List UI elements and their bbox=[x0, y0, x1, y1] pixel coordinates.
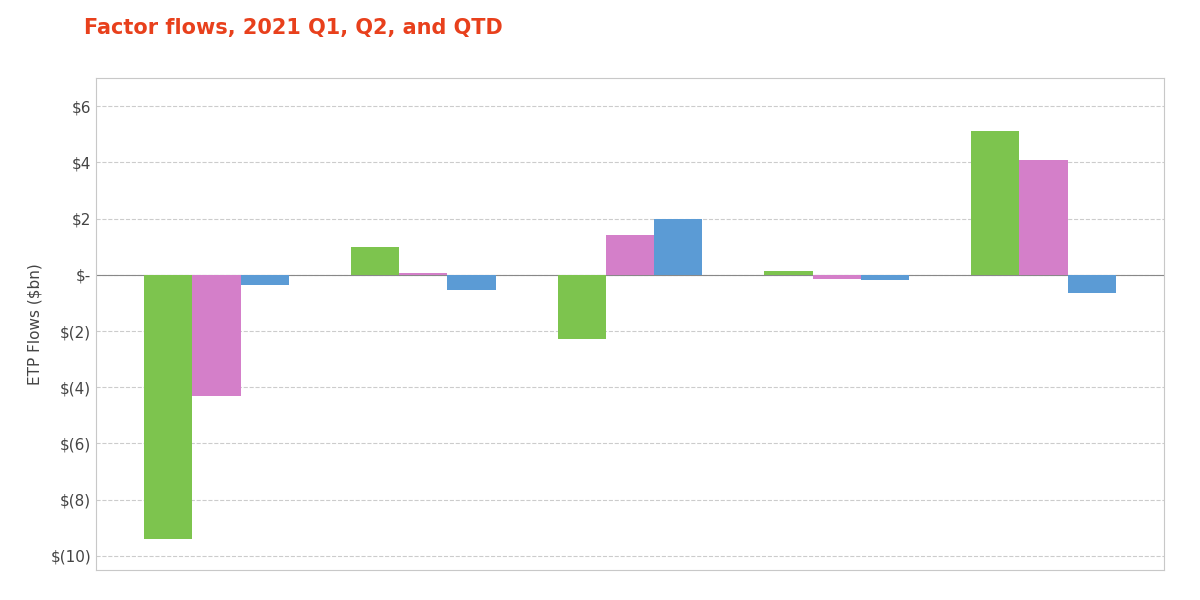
Bar bbox=[860, 275, 910, 280]
Bar bbox=[1068, 275, 1116, 293]
Y-axis label: ETP Flows ($bn): ETP Flows ($bn) bbox=[28, 263, 42, 385]
Bar bbox=[654, 218, 702, 275]
Bar bbox=[812, 275, 860, 279]
Bar bbox=[400, 274, 448, 275]
Bar bbox=[606, 235, 654, 275]
Bar bbox=[192, 275, 241, 395]
Bar bbox=[241, 275, 289, 284]
Bar bbox=[764, 271, 812, 275]
Bar bbox=[1019, 160, 1068, 275]
Bar bbox=[558, 275, 606, 340]
Bar bbox=[971, 131, 1019, 275]
Text: Factor flows, 2021 Q1, Q2, and QTD: Factor flows, 2021 Q1, Q2, and QTD bbox=[84, 18, 503, 38]
Bar bbox=[448, 275, 496, 290]
Bar bbox=[350, 247, 400, 275]
Bar bbox=[144, 275, 192, 539]
